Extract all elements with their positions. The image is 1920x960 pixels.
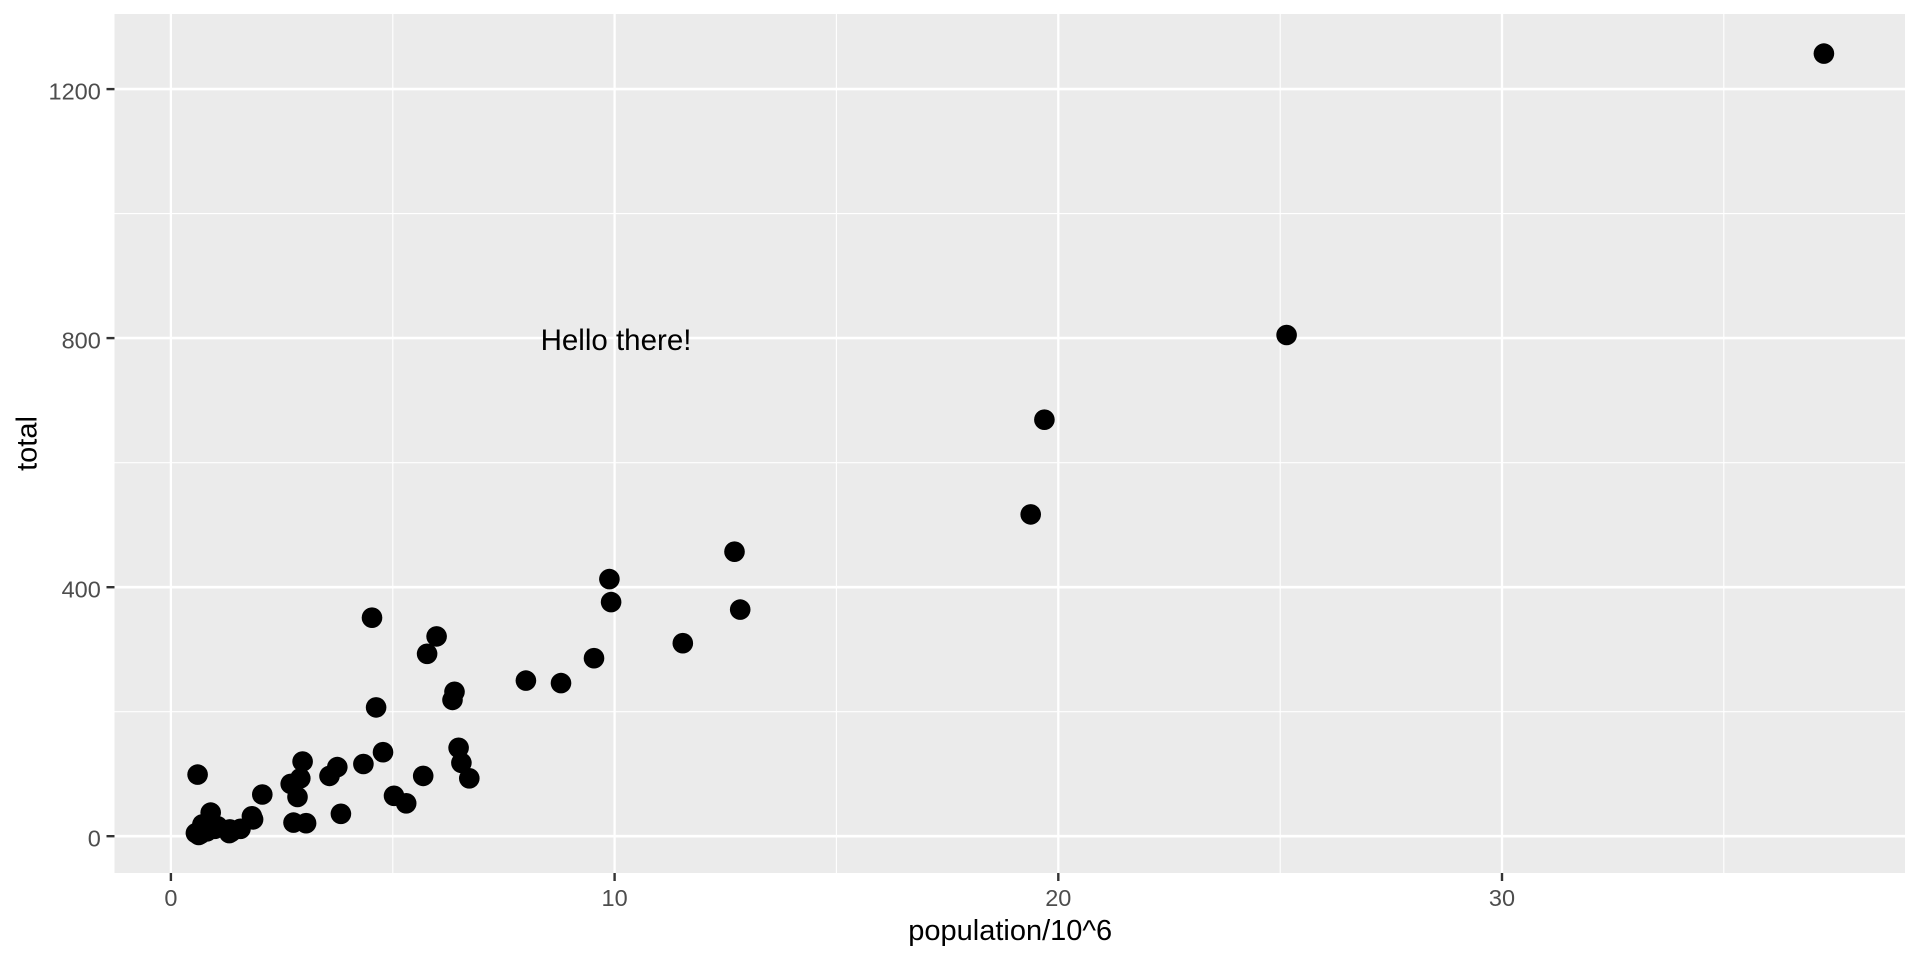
svg-text:0: 0 — [164, 885, 177, 911]
svg-text:10: 10 — [602, 885, 628, 911]
svg-text:20: 20 — [1045, 885, 1071, 911]
svg-text:population/10^6: population/10^6 — [908, 915, 1112, 947]
svg-text:0: 0 — [88, 826, 101, 852]
svg-text:total: total — [12, 416, 44, 471]
svg-text:400: 400 — [62, 577, 101, 603]
svg-text:30: 30 — [1489, 885, 1515, 911]
svg-text:800: 800 — [62, 327, 101, 353]
svg-text:1200: 1200 — [49, 78, 101, 104]
svg-text:Hello there!: Hello there! — [541, 324, 692, 357]
